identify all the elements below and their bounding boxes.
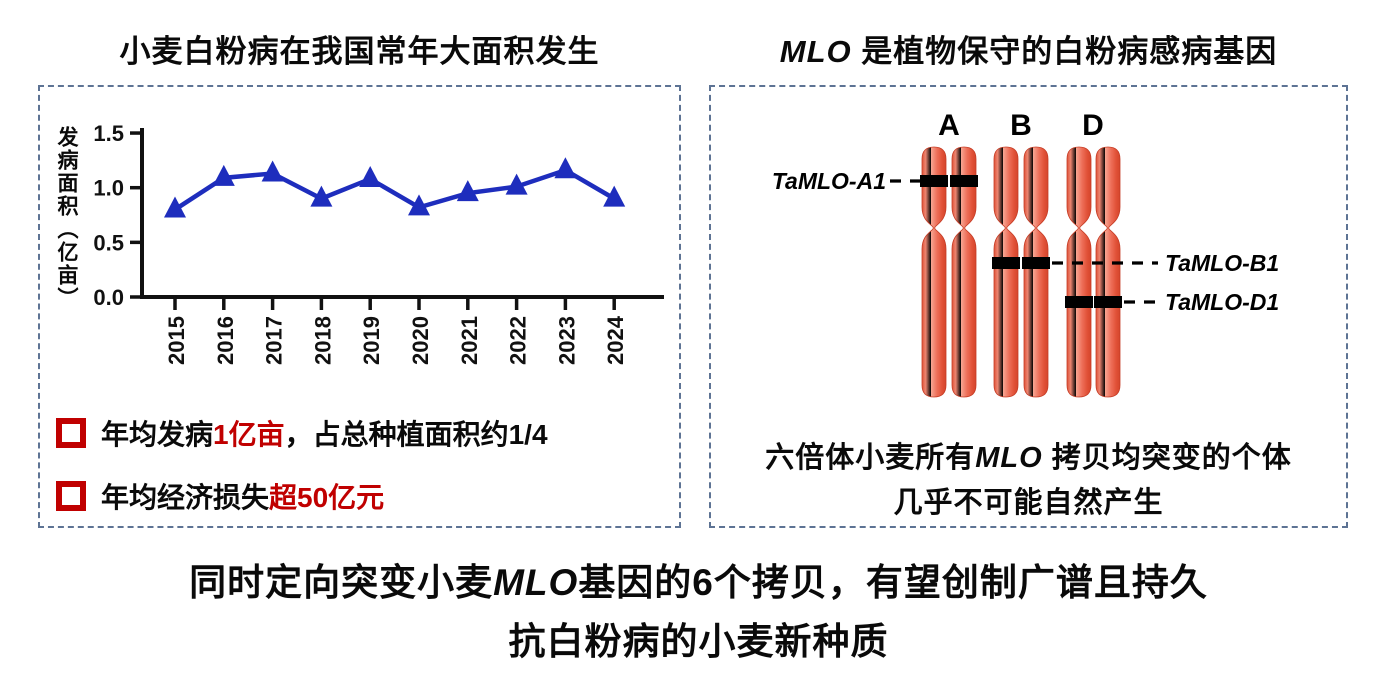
chromosome-diagram: A B D TaMLO-A1 TaMLO-B1 TaMLO-D1	[772, 109, 1279, 398]
gene-label-tamlo-d1: TaMLO-D1	[1165, 289, 1279, 315]
x-tick-label: 2020	[408, 316, 433, 365]
x-tick-label: 2017	[262, 316, 287, 365]
triangle-marker	[164, 196, 186, 218]
triangle-marker	[554, 157, 577, 179]
x-tick-label: 2021	[457, 316, 482, 365]
triangle-marker	[212, 164, 235, 186]
gene-band-a2	[950, 175, 978, 187]
triangle-marker	[261, 160, 284, 182]
triangle-marker	[505, 173, 528, 195]
bullet-2: 年均经济损失超50亿元	[56, 476, 384, 516]
chromosome-group-label-a: A	[938, 109, 960, 142]
x-tick-label: 2019	[359, 316, 384, 365]
x-tick-label: 2018	[310, 316, 335, 365]
x-tick-label: 2023	[554, 316, 579, 365]
triangle-marker	[456, 180, 479, 202]
bullet-1: 年均发病1亿亩，占总种植面积约1/4	[56, 413, 548, 453]
chromosome-group-label-d: D	[1082, 109, 1104, 142]
gene-label-tamlo-a1: TaMLO-A1	[772, 168, 886, 194]
triangle-marker	[408, 194, 430, 216]
disease-area-line-chart: 0.0 0.5 1.0 1.5 2015 2016 2017 2018 2019 2020 202…	[93, 121, 664, 365]
right-caption-line-2: 几乎不可能自然产生	[893, 487, 1164, 519]
chart-y-axis-label: 发病面积（亿亩）	[55, 126, 78, 310]
right-title-rest: 是植物保守的白粉病感病基因	[851, 34, 1278, 69]
x-tick-label: 2015	[164, 316, 189, 365]
y-tick-label: 0.5	[93, 230, 124, 255]
left-panel	[38, 85, 681, 528]
x-tick-label: 2022	[506, 316, 531, 365]
x-tick-label: 2024	[603, 315, 628, 365]
gene-band-d2	[1094, 296, 1122, 308]
data-markers	[164, 157, 626, 218]
gene-band-d1	[1065, 296, 1093, 308]
chromosome-pair-d	[1065, 146, 1122, 398]
bullet-2-text: 年均经济损失超50亿元	[101, 482, 385, 513]
bullet-square-icon	[56, 418, 86, 448]
x-axis-ticks: 2015 2016 2017 2018 2019 2020 2021 2022 2023 2024	[164, 297, 628, 365]
chromosome-pair-a	[920, 146, 978, 398]
bullet-1-text: 年均发病1亿亩，占总种植面积约1/4	[101, 419, 548, 450]
y-axis-ticks: 0.0 0.5 1.0 1.5	[93, 121, 142, 310]
y-tick-label: 1.0	[93, 176, 124, 201]
triangle-marker	[310, 185, 333, 207]
gene-band-b1	[992, 257, 1020, 269]
data-line	[173, 167, 616, 212]
right-title-gene-name: MLO	[779, 34, 852, 69]
left-panel-title: 小麦白粉病在我国常年大面积发生	[38, 26, 681, 71]
chromosome-pair-b	[992, 146, 1050, 398]
triangle-marker	[603, 185, 626, 207]
bullet-square-icon	[56, 481, 86, 511]
right-panel-title: MLO 是植物保守的白粉病感病基因	[709, 26, 1348, 71]
gene-band-b2	[1022, 257, 1050, 269]
y-tick-label: 1.5	[93, 121, 124, 146]
footer-line-1: 同时定向突变小麦MLO基因的6个拷贝，有望创制广谱且持久	[189, 562, 1208, 603]
gene-label-tamlo-b1: TaMLO-B1	[1165, 250, 1279, 276]
footer-line-2: 抗白粉病的小麦新种质	[508, 621, 889, 662]
right-caption-line-1: 六倍体小麦所有MLO 拷贝均突变的个体	[765, 442, 1292, 474]
x-tick-label: 2016	[213, 316, 238, 365]
y-tick-label: 0.0	[93, 285, 124, 310]
triangle-marker	[359, 165, 382, 187]
gene-band-a1	[920, 175, 948, 187]
left-panel-title-text: 小麦白粉病在我国常年大面积发生	[119, 34, 600, 69]
chromosome-group-label-b: B	[1010, 109, 1032, 142]
